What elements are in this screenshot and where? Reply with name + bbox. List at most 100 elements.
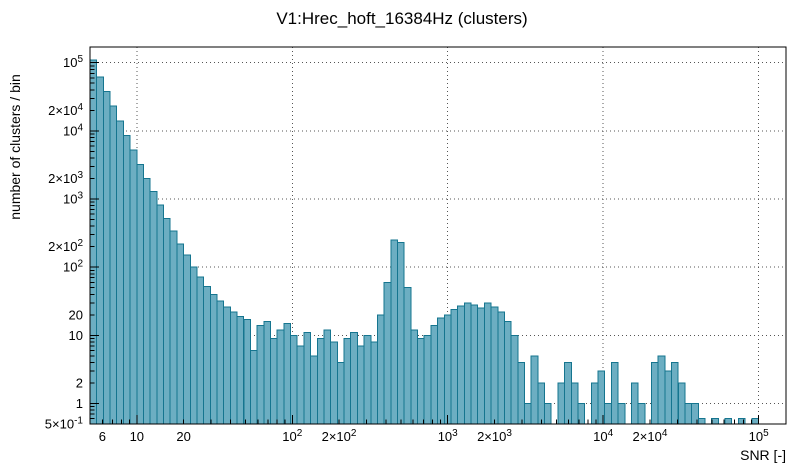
histogram-bar <box>203 286 211 425</box>
histogram-bar <box>483 302 492 425</box>
y-tick-label: 102 <box>63 259 83 275</box>
histogram-bar <box>751 418 759 425</box>
histogram-bar <box>564 361 572 425</box>
histogram-bar <box>183 254 191 425</box>
histogram-bar <box>544 402 552 425</box>
plot-frame <box>89 46 787 425</box>
histogram-bar <box>122 135 131 425</box>
histogram-bar <box>597 370 606 425</box>
histogram-bar <box>530 355 539 425</box>
x-tick-label: 2×102 <box>322 428 357 444</box>
histogram-bar <box>236 315 245 425</box>
histogram-bar <box>176 243 185 425</box>
y-tick-label: 10 <box>69 328 83 343</box>
histogram-bar <box>684 402 693 425</box>
x-tick-label: 10 <box>130 429 144 444</box>
x-tick-label: 104 <box>593 428 613 444</box>
histogram-bar <box>677 382 686 425</box>
histogram-bar <box>610 361 619 425</box>
histogram-bar <box>403 287 412 425</box>
histogram-bar <box>664 370 673 425</box>
histogram-bar <box>269 337 278 425</box>
histogram-bar <box>490 306 499 425</box>
histogram-bar <box>590 382 599 425</box>
chart-title: V1:Hrec_hoft_16384Hz (clusters) <box>276 9 527 28</box>
histogram-bar <box>537 382 546 425</box>
histogram-bar <box>263 320 271 425</box>
axes-layer: 6 10 20 102 2×102 103 2×103 104 2×104 1051052×104… <box>45 46 787 444</box>
histogram-bar <box>296 345 305 425</box>
histogram-bar <box>457 305 465 425</box>
histogram-bar <box>417 337 425 425</box>
histogram-bar <box>410 329 419 425</box>
histogram-bar <box>216 300 225 425</box>
histogram-bar <box>102 90 111 425</box>
histogram-bar <box>630 382 639 425</box>
histogram-bar <box>229 311 238 425</box>
histogram-bar <box>470 304 479 425</box>
histogram-bar <box>330 341 338 425</box>
histogram-bar <box>390 239 398 425</box>
histogram-bar <box>276 329 285 425</box>
histogram-bar <box>711 418 719 425</box>
histogram-bar <box>149 190 158 425</box>
histogram-bar <box>196 276 205 425</box>
histogram-bar <box>510 334 519 425</box>
y-tick-label: 2×102 <box>48 238 83 254</box>
histogram-bar <box>283 322 292 425</box>
y-tick-label: 105 <box>63 54 83 70</box>
histogram-bar <box>223 306 231 425</box>
histogram-bar <box>370 341 378 425</box>
histogram-bar <box>323 329 332 425</box>
histogram-bar <box>651 361 659 425</box>
histogram-bar <box>336 361 345 425</box>
histogram-bar <box>142 178 151 425</box>
histogram-bar <box>430 324 439 425</box>
x-tick-label: 105 <box>749 428 769 444</box>
x-tick-label: 103 <box>438 428 458 444</box>
y-tick-label: 2×103 <box>48 170 83 186</box>
histogram-bar <box>109 105 118 425</box>
y-tick-label: 5×10-1 <box>45 416 84 432</box>
histogram-bar <box>116 120 124 425</box>
histogram-bar <box>477 307 485 425</box>
histogram-bar <box>310 355 318 425</box>
histogram-bar <box>209 293 218 425</box>
histogram-bar <box>303 332 312 425</box>
histogram-bar <box>363 334 372 425</box>
x-tick-label: 2×103 <box>477 428 512 444</box>
histogram-bar <box>697 418 706 425</box>
histogram-bar <box>423 334 432 425</box>
histogram-bar <box>671 361 679 425</box>
histogram-bar <box>163 217 171 425</box>
histogram-bar <box>290 334 298 425</box>
y-tick-label: 103 <box>63 191 83 207</box>
y-tick-label: 1 <box>76 396 83 411</box>
histogram-bar <box>737 418 746 425</box>
x-tick-label: 2×104 <box>633 428 668 444</box>
histogram-bar <box>570 382 579 425</box>
x-tick-label: 102 <box>282 428 302 444</box>
histogram-bar <box>156 204 165 425</box>
histogram-bar <box>316 337 325 425</box>
histogram-bar <box>557 382 566 425</box>
y-tick-label: 104 <box>63 122 83 138</box>
x-tick-label: 6 <box>99 429 106 444</box>
histogram-bar <box>617 402 626 425</box>
histogram-bar <box>136 164 144 425</box>
y-axis-label: number of clusters / bin <box>7 74 23 220</box>
histogram-bar <box>691 402 699 425</box>
histogram-bar <box>189 266 198 425</box>
histogram-bar <box>356 345 365 425</box>
bars-layer <box>89 59 759 425</box>
histogram-bar <box>129 149 138 425</box>
histogram-bar <box>450 308 459 425</box>
histogram-bar <box>443 314 452 425</box>
y-tick-label: 20 <box>69 307 83 322</box>
histogram-bar <box>243 319 251 425</box>
y-tick-label: 2 <box>76 375 83 390</box>
histogram-bar <box>724 418 733 425</box>
histogram-bar <box>343 337 352 425</box>
